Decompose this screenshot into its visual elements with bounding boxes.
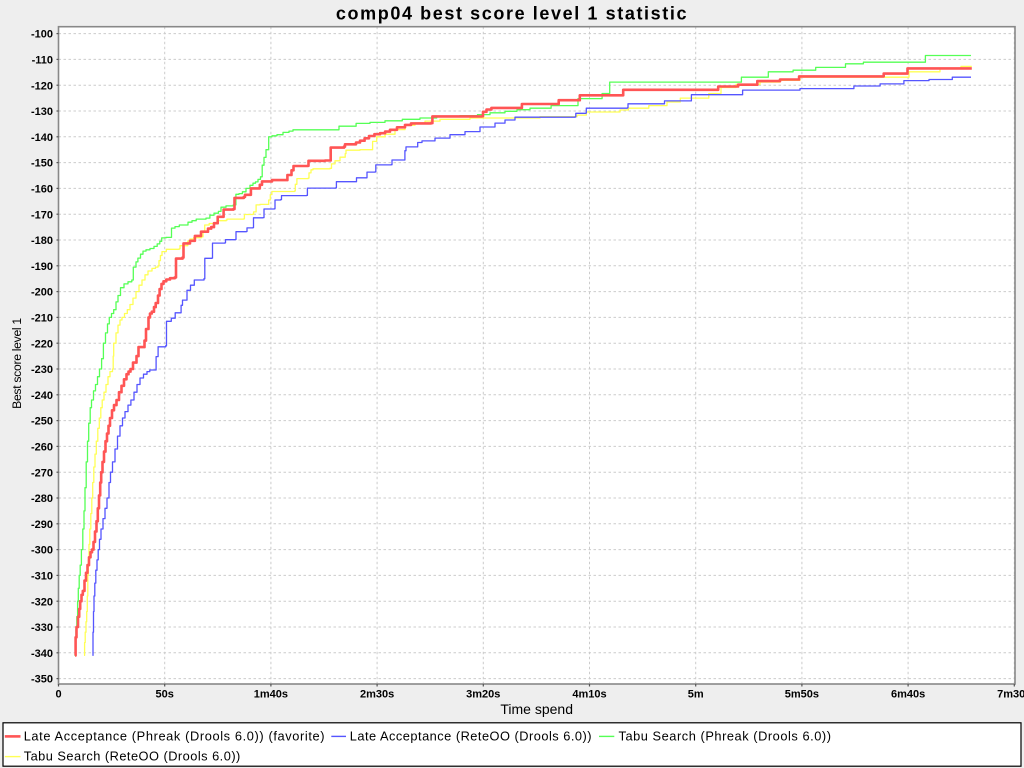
- svg-text:-160: -160: [31, 184, 53, 196]
- svg-text:-100: -100: [31, 29, 53, 41]
- svg-text:-130: -130: [31, 106, 53, 118]
- svg-text:-340: -340: [31, 648, 53, 660]
- svg-text:3m20s: 3m20s: [466, 689, 500, 701]
- svg-text:-120: -120: [31, 80, 53, 92]
- svg-text:-200: -200: [31, 287, 53, 299]
- svg-text:-300: -300: [31, 545, 53, 557]
- svg-text:6m40s: 6m40s: [891, 689, 925, 701]
- svg-text:7m30s: 7m30s: [997, 689, 1024, 701]
- svg-text:-350: -350: [31, 674, 53, 686]
- svg-text:-280: -280: [31, 493, 53, 505]
- svg-text:-230: -230: [31, 364, 53, 376]
- svg-text:1m40s: 1m40s: [254, 689, 288, 701]
- svg-text:5m50s: 5m50s: [785, 689, 819, 701]
- svg-text:2m30s: 2m30s: [360, 689, 394, 701]
- svg-text:-170: -170: [31, 209, 53, 221]
- svg-text:-240: -240: [31, 390, 53, 402]
- svg-text:-290: -290: [31, 519, 53, 531]
- svg-text:Late Acceptance (ReteOO (Drool: Late Acceptance (ReteOO (Drools 6.0)): [350, 728, 592, 743]
- svg-text:Late Acceptance (Phreak (Drool: Late Acceptance (Phreak (Drools 6.0)) (f…: [24, 728, 325, 743]
- svg-text:-250: -250: [31, 416, 53, 428]
- svg-text:-210: -210: [31, 313, 53, 325]
- svg-text:5m: 5m: [688, 689, 704, 701]
- svg-text:-320: -320: [31, 596, 53, 608]
- svg-text:comp04 best score level 1 stat: comp04 best score level 1 statistic: [336, 4, 688, 24]
- svg-text:-140: -140: [31, 132, 53, 144]
- svg-text:-150: -150: [31, 158, 53, 170]
- svg-text:-110: -110: [32, 55, 53, 67]
- svg-text:Tabu Search (Phreak (Drools 6.: Tabu Search (Phreak (Drools 6.0)): [619, 728, 832, 743]
- svg-text:-190: -190: [31, 261, 53, 273]
- svg-text:50s: 50s: [156, 689, 174, 701]
- svg-text:-270: -270: [31, 467, 53, 479]
- svg-text:Best score level 1: Best score level 1: [10, 318, 24, 409]
- svg-text:0: 0: [55, 689, 61, 701]
- svg-text:-310: -310: [31, 571, 53, 583]
- svg-text:-260: -260: [31, 442, 53, 454]
- svg-text:-330: -330: [31, 622, 53, 634]
- svg-text:-180: -180: [31, 235, 53, 247]
- svg-text:Tabu Search (ReteOO (Drools 6.: Tabu Search (ReteOO (Drools 6.0)): [24, 748, 241, 763]
- svg-text:-220: -220: [31, 338, 53, 350]
- svg-text:4m10s: 4m10s: [572, 689, 606, 701]
- svg-text:Time spend: Time spend: [500, 701, 573, 717]
